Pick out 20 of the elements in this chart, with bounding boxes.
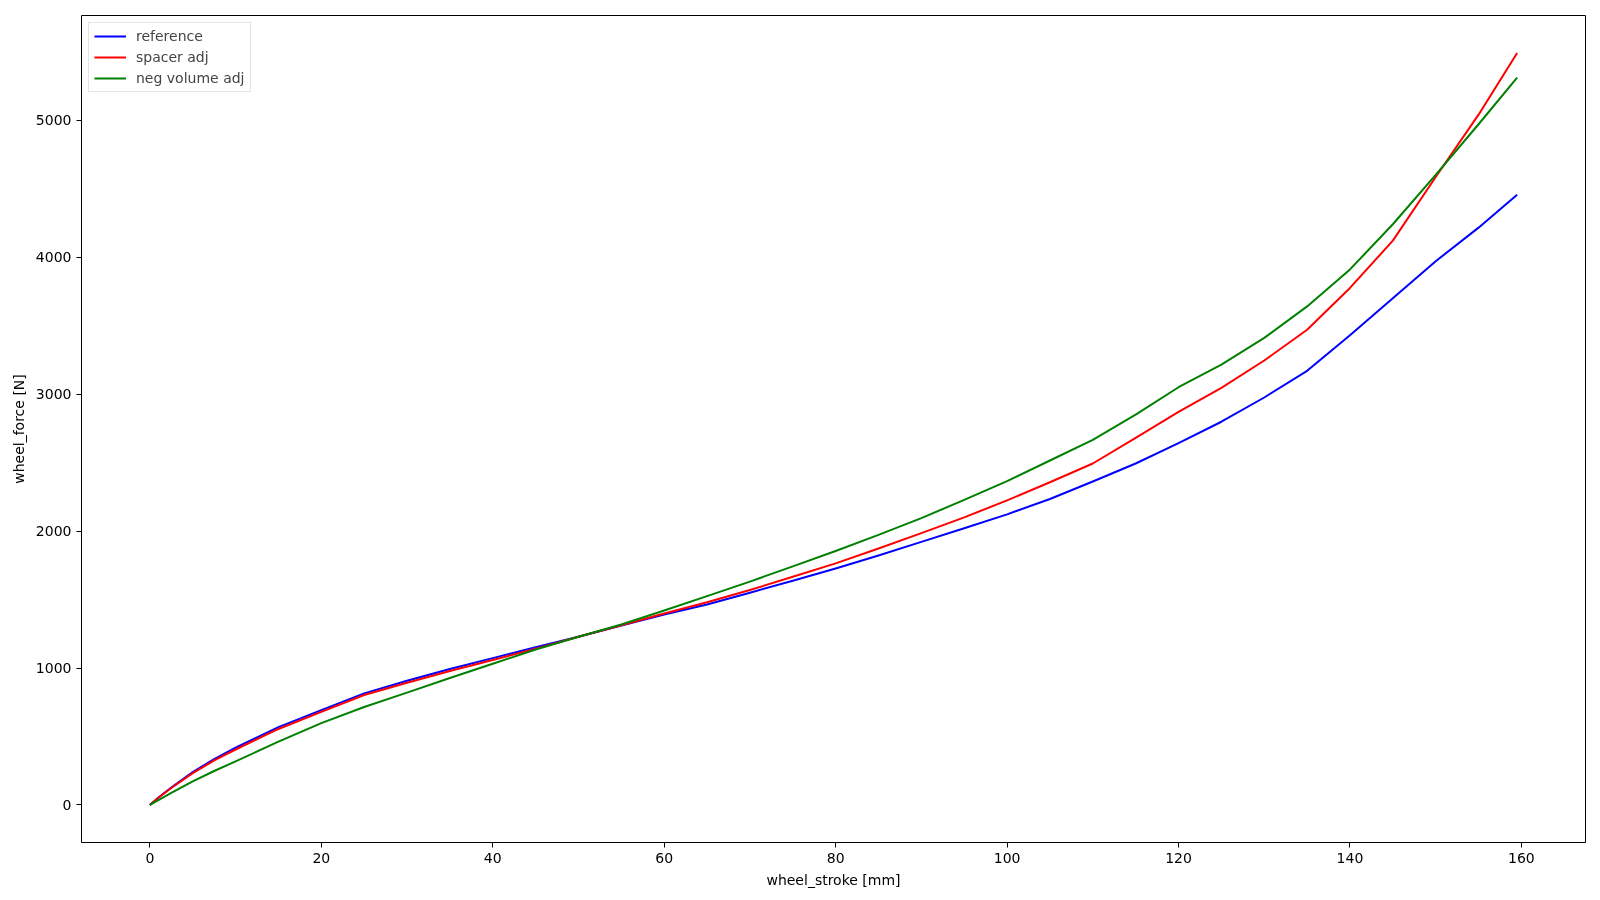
x-tick-label: 40 (483, 849, 502, 866)
legend-label: reference (136, 28, 203, 44)
legend-label: spacer adj (136, 49, 209, 65)
x-tick-label: 60 (655, 849, 674, 866)
x-axis-title: wheel_stroke [mm] (766, 871, 901, 888)
y-tick-label: 3000 (35, 386, 72, 403)
y-axis-title: wheel_force [N] (10, 374, 27, 484)
x-tick-label: 80 (826, 849, 845, 866)
legend-label: neg volume adj (136, 70, 245, 86)
x-tick-label: 120 (1165, 849, 1192, 866)
x-tick-label: 160 (1508, 849, 1535, 866)
x-tick-label: 100 (993, 849, 1021, 866)
x-tick-label: 0 (145, 849, 155, 866)
x-tick-label: 140 (1336, 849, 1364, 866)
y-tick-label: 2000 (35, 523, 72, 540)
y-tick-label: 4000 (35, 249, 72, 266)
y-tick-label: 5000 (35, 112, 72, 129)
y-tick-label: 1000 (35, 660, 72, 677)
y-tick-label: 0 (62, 796, 72, 813)
x-tick-label: 20 (312, 849, 331, 866)
